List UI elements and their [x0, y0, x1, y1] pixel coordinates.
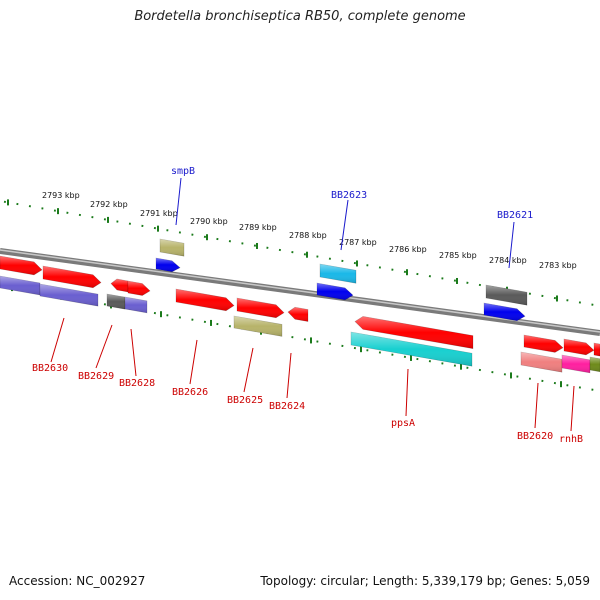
feature-shine — [40, 284, 98, 307]
feature-shine — [125, 297, 147, 313]
gene-bb2625-red — [236, 297, 285, 319]
feature-shine — [43, 266, 101, 288]
feature-shine — [237, 298, 284, 318]
leader-line — [508, 221, 515, 269]
feature-shine — [0, 256, 42, 275]
kbp-label: 2783 kbp — [539, 261, 577, 270]
feature-shine — [484, 303, 525, 321]
feature-shine — [160, 239, 184, 257]
gene-bb2629 — [110, 278, 129, 293]
gene-bb2624 — [287, 306, 309, 322]
gene-features — [0, 238, 600, 374]
gene-ppsA-red — [354, 316, 474, 349]
feature-shine — [111, 279, 128, 292]
gene-label: BB2623 — [331, 190, 367, 201]
gene-bb2620-red — [523, 334, 564, 353]
kbp-label: 2784 kbp — [489, 256, 527, 265]
map-title: Bordetella bronchiseptica RB50, complete… — [134, 9, 466, 24]
backbone-line — [0, 248, 600, 336]
feature-shine — [486, 285, 527, 306]
leader-line — [95, 324, 113, 369]
kbp-label: 2785 kbp — [439, 251, 477, 260]
feature-shine — [234, 316, 282, 337]
gene-bb2621-grey — [485, 284, 528, 306]
feature-shine — [128, 281, 150, 296]
leader-line — [286, 352, 292, 399]
gene-label: smpB — [171, 166, 195, 177]
gene-bb2630 — [39, 283, 99, 307]
leader-line — [405, 368, 409, 417]
leader-line — [340, 199, 349, 251]
gene-label: BB2626 — [172, 387, 208, 398]
label-leader-lines — [50, 177, 575, 432]
kbp-label: 2788 kbp — [289, 231, 327, 240]
accession-text: Accession: NC_002927 — [9, 574, 146, 588]
gene-bb2626 — [175, 288, 235, 312]
gene-bb2623-box — [319, 263, 357, 284]
gene-bb2625 — [233, 315, 283, 337]
feature-shine — [176, 289, 234, 311]
feature-shine — [594, 343, 600, 357]
leader-line — [243, 347, 254, 393]
gene-bb2628-red — [127, 280, 151, 296]
gene-labels: smpB BB2623 BB2621 BB2630 BB2629 BB2628 BB2626… — [32, 166, 583, 445]
feature-shine — [107, 294, 125, 310]
gene-purple-left — [0, 275, 41, 296]
kbp-label: 2791 kbp — [140, 209, 178, 218]
kbp-scale-labels: 2793 kbp 2792 kbp 2791 kbp 2790 kbp 2789 kbp… — [42, 191, 577, 270]
feature-shine — [317, 283, 353, 300]
gene-bb2623 — [316, 282, 354, 301]
leader-line — [189, 339, 198, 385]
gene-bb2631 — [0, 255, 43, 276]
gene-label: BB2630 — [32, 363, 68, 374]
gene-edge-green — [589, 356, 600, 373]
gene-bb2619 — [563, 338, 595, 356]
gene-edge-red — [593, 342, 600, 357]
gene-label: rnhB — [559, 434, 583, 445]
genome-backbone — [0, 248, 600, 336]
leader-line — [570, 385, 575, 432]
kbp-label: 2786 kbp — [389, 245, 427, 254]
feature-shine — [355, 316, 473, 349]
gene-bb2621 — [483, 302, 526, 322]
leader-line — [175, 177, 182, 226]
gene-label: ppsA — [391, 418, 415, 429]
leader-line — [130, 328, 137, 377]
gene-bb2630-red — [42, 265, 102, 289]
feature-shine — [351, 332, 472, 367]
leader-line — [50, 317, 65, 363]
kbp-label: 2790 kbp — [190, 217, 228, 226]
gene-ppsA — [350, 331, 473, 367]
feature-shine — [524, 335, 563, 353]
feature-shine — [590, 357, 600, 372]
kbp-label: 2792 kbp — [90, 200, 128, 209]
gene-label: BB2620 — [517, 431, 553, 442]
gene-label: BB2625 — [227, 395, 263, 406]
gene-bb2620 — [520, 351, 563, 373]
kbp-label: 2793 kbp — [42, 191, 80, 200]
gene-label: BB2629 — [78, 371, 114, 382]
feature-shine — [562, 355, 590, 373]
gene-label: BB2621 — [497, 210, 533, 221]
kbp-label: 2789 kbp — [239, 223, 277, 232]
backbone-highlight — [0, 249, 600, 333]
gene-rnhB — [561, 354, 591, 374]
feature-shine — [0, 276, 40, 295]
feature-shine — [288, 307, 308, 322]
kbp-label: 2787 kbp — [339, 238, 377, 247]
gene-smpB-box — [159, 238, 185, 257]
feature-shine — [320, 264, 356, 284]
gene-smpB — [155, 257, 181, 273]
feature-shine — [156, 258, 180, 272]
gene-bb2629-grey — [106, 293, 126, 310]
gene-label: BB2624 — [269, 401, 305, 412]
feature-shine — [564, 339, 594, 355]
gene-label: BB2628 — [119, 378, 155, 389]
leader-line — [534, 382, 539, 429]
feature-shine — [521, 352, 562, 373]
gene-bb2628-purple — [124, 296, 148, 314]
genome-summary-text: Topology: circular; Length: 5,339,179 bp… — [260, 574, 590, 588]
